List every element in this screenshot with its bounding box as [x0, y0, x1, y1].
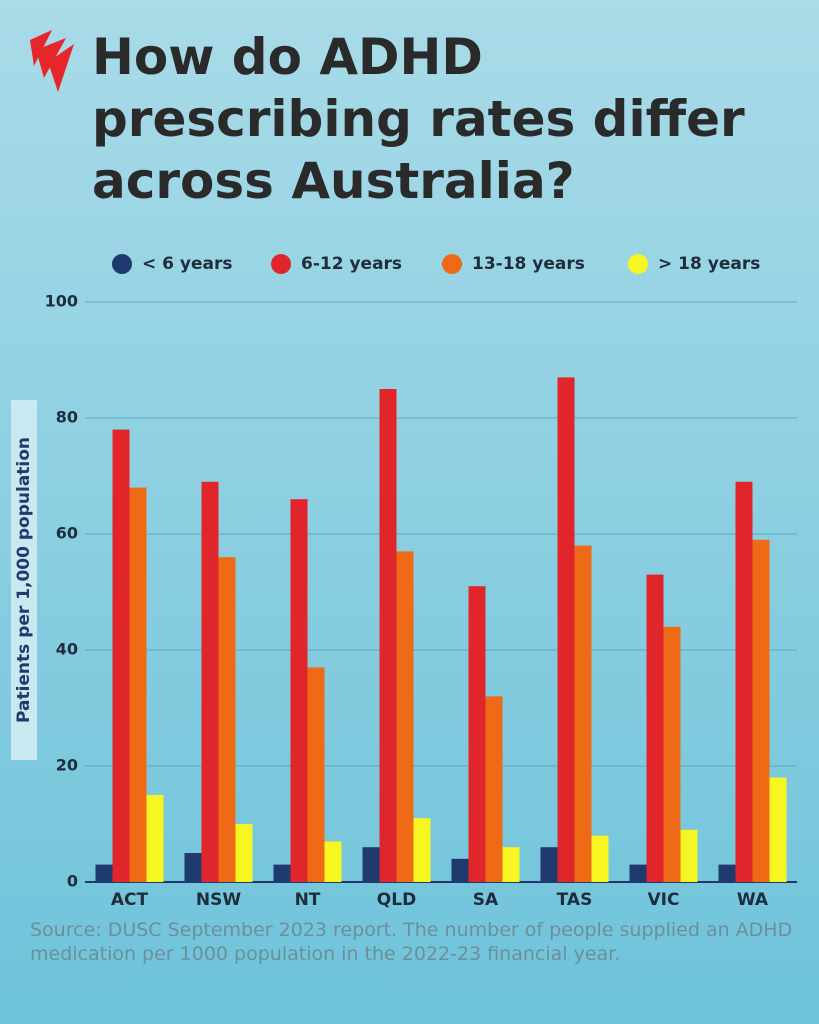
- logo: [30, 30, 74, 92]
- bar: [218, 557, 236, 882]
- x-tick-label: NT: [295, 890, 321, 910]
- bar: [290, 499, 308, 882]
- x-tick-label: TAS: [557, 890, 593, 910]
- legend-label: > 18 years: [658, 254, 760, 274]
- bar: [379, 389, 397, 882]
- bar: [752, 539, 770, 882]
- x-tick-label: QLD: [377, 890, 416, 910]
- bar: [112, 429, 130, 882]
- x-tick-label: VIC: [648, 890, 680, 910]
- x-tick-label: NSW: [196, 890, 241, 910]
- bar: [273, 864, 291, 882]
- bar: [680, 829, 698, 882]
- bar: [591, 835, 609, 882]
- bar: [451, 858, 469, 882]
- x-tick-label: WA: [737, 890, 769, 910]
- y-tick-label: 100: [45, 292, 78, 311]
- bar: [718, 864, 736, 882]
- bar: [769, 777, 787, 882]
- bar: [629, 864, 647, 882]
- chart-title: How do ADHD prescribing rates differ acr…: [92, 28, 745, 210]
- source-box: Source: DUSC September 2023 report. The …: [30, 919, 793, 965]
- source-note: Source: DUSC September 2023 report. The …: [30, 919, 793, 965]
- bar: [663, 626, 681, 882]
- bar: [146, 795, 164, 882]
- bar: [485, 696, 503, 882]
- bar: [95, 864, 113, 882]
- y-tick-label: 0: [67, 872, 78, 891]
- legend-swatch: [112, 254, 132, 274]
- bar: [235, 824, 253, 882]
- title-box: How do ADHD prescribing rates differ acr…: [92, 28, 745, 210]
- bar: [201, 481, 219, 882]
- bar: [646, 574, 664, 882]
- legend-label: 13-18 years: [472, 254, 585, 274]
- x-tick-label: SA: [473, 890, 499, 910]
- bar: [362, 847, 380, 882]
- bar: [502, 847, 520, 882]
- bar: [468, 586, 486, 882]
- y-tick-label: 20: [56, 756, 78, 775]
- x-tick-label: ACT: [111, 890, 149, 910]
- y-label-bg: [11, 400, 37, 760]
- y-tick-label: 60: [56, 524, 78, 543]
- bar: [540, 847, 558, 882]
- bar: [324, 841, 342, 882]
- legend-swatch: [628, 254, 648, 274]
- legend-swatch: [442, 254, 462, 274]
- bar: [735, 481, 753, 882]
- bar: [413, 818, 431, 882]
- legend-label: 6-12 years: [301, 254, 402, 274]
- bar: [557, 377, 575, 882]
- legend-swatch: [271, 254, 291, 274]
- y-tick-label: 40: [56, 640, 78, 659]
- y-axis-label: Patients per 1,000 population: [14, 437, 34, 723]
- y-tick-label: 80: [56, 408, 78, 427]
- bar: [184, 853, 202, 882]
- legend-label: < 6 years: [142, 254, 233, 274]
- bar: [129, 487, 147, 882]
- bar: [396, 551, 414, 882]
- bar: [307, 667, 325, 882]
- bar: [574, 545, 592, 882]
